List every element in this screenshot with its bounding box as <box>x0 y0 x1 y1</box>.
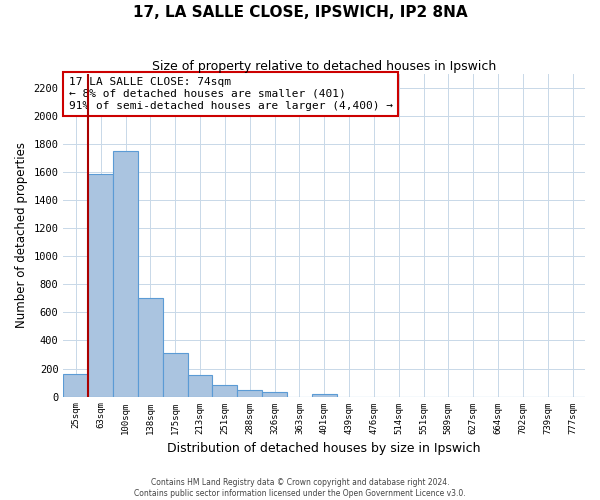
Bar <box>262 392 287 396</box>
Bar <box>188 375 212 396</box>
Bar <box>312 394 337 396</box>
Bar <box>88 174 113 396</box>
Title: Size of property relative to detached houses in Ipswich: Size of property relative to detached ho… <box>152 60 496 73</box>
Bar <box>212 384 237 396</box>
Bar <box>64 374 88 396</box>
Bar <box>237 390 262 396</box>
Y-axis label: Number of detached properties: Number of detached properties <box>15 142 28 328</box>
Bar <box>138 298 163 396</box>
Bar <box>163 353 188 397</box>
Bar <box>113 152 138 396</box>
Text: Contains HM Land Registry data © Crown copyright and database right 2024.
Contai: Contains HM Land Registry data © Crown c… <box>134 478 466 498</box>
X-axis label: Distribution of detached houses by size in Ipswich: Distribution of detached houses by size … <box>167 442 481 455</box>
Text: 17, LA SALLE CLOSE, IPSWICH, IP2 8NA: 17, LA SALLE CLOSE, IPSWICH, IP2 8NA <box>133 5 467 20</box>
Text: 17 LA SALLE CLOSE: 74sqm
← 8% of detached houses are smaller (401)
91% of semi-d: 17 LA SALLE CLOSE: 74sqm ← 8% of detache… <box>68 78 392 110</box>
